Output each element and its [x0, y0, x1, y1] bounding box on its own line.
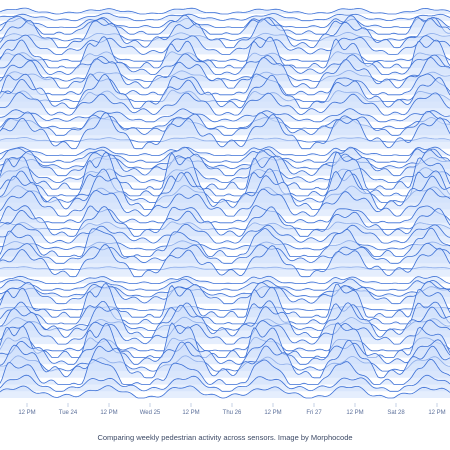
ridge-area-4 [0, 15, 450, 34]
x-tick-label: Fri 27 [306, 410, 322, 416]
x-tick-label: Thu 26 [223, 410, 242, 416]
ridge-area-23 [0, 147, 450, 162]
ridge-line-23 [0, 147, 450, 162]
x-tick-label: Sat 28 [387, 410, 405, 416]
x-tick-label: 12 PM [428, 410, 445, 416]
ridge-area-30 [0, 170, 450, 209]
ridge-area-24 [0, 157, 450, 169]
x-tick-label: Tue 24 [59, 410, 78, 416]
ridge-series-group [0, 8, 450, 398]
ridge-area-47 [0, 301, 450, 324]
x-tick-label: 12 PM [100, 410, 117, 416]
ridge-area-14 [0, 90, 450, 102]
figure-caption: Comparing weekly pedestrian activity acr… [0, 433, 450, 442]
x-axis-ticks: 12 PM Tue 24 12 PM Wed 25 12 PM Thu 26 12 PM Fr… [18, 403, 445, 416]
ridge-area-42 [0, 279, 450, 290]
ridge-area-49 [0, 303, 450, 338]
ridge-area-10 [0, 54, 450, 75]
ridge-line-42 [0, 279, 450, 290]
ridge-line-47 [0, 301, 450, 324]
x-tick-label: 12 PM [346, 410, 363, 416]
x-tick-label: Wed 25 [140, 410, 161, 416]
ridge-area-55 [0, 340, 450, 377]
x-tick-label: 12 PM [182, 410, 199, 416]
ridge-area-41 [0, 276, 450, 283]
ridge-area-44 [0, 282, 450, 304]
x-tick-label: 12 PM [18, 410, 35, 416]
ridge-line-41 [0, 276, 450, 283]
ridge-area-25 [0, 150, 450, 176]
ridge-line-10 [0, 54, 450, 75]
ridge-line-4 [0, 15, 450, 34]
x-tick-label: 12 PM [264, 410, 281, 416]
